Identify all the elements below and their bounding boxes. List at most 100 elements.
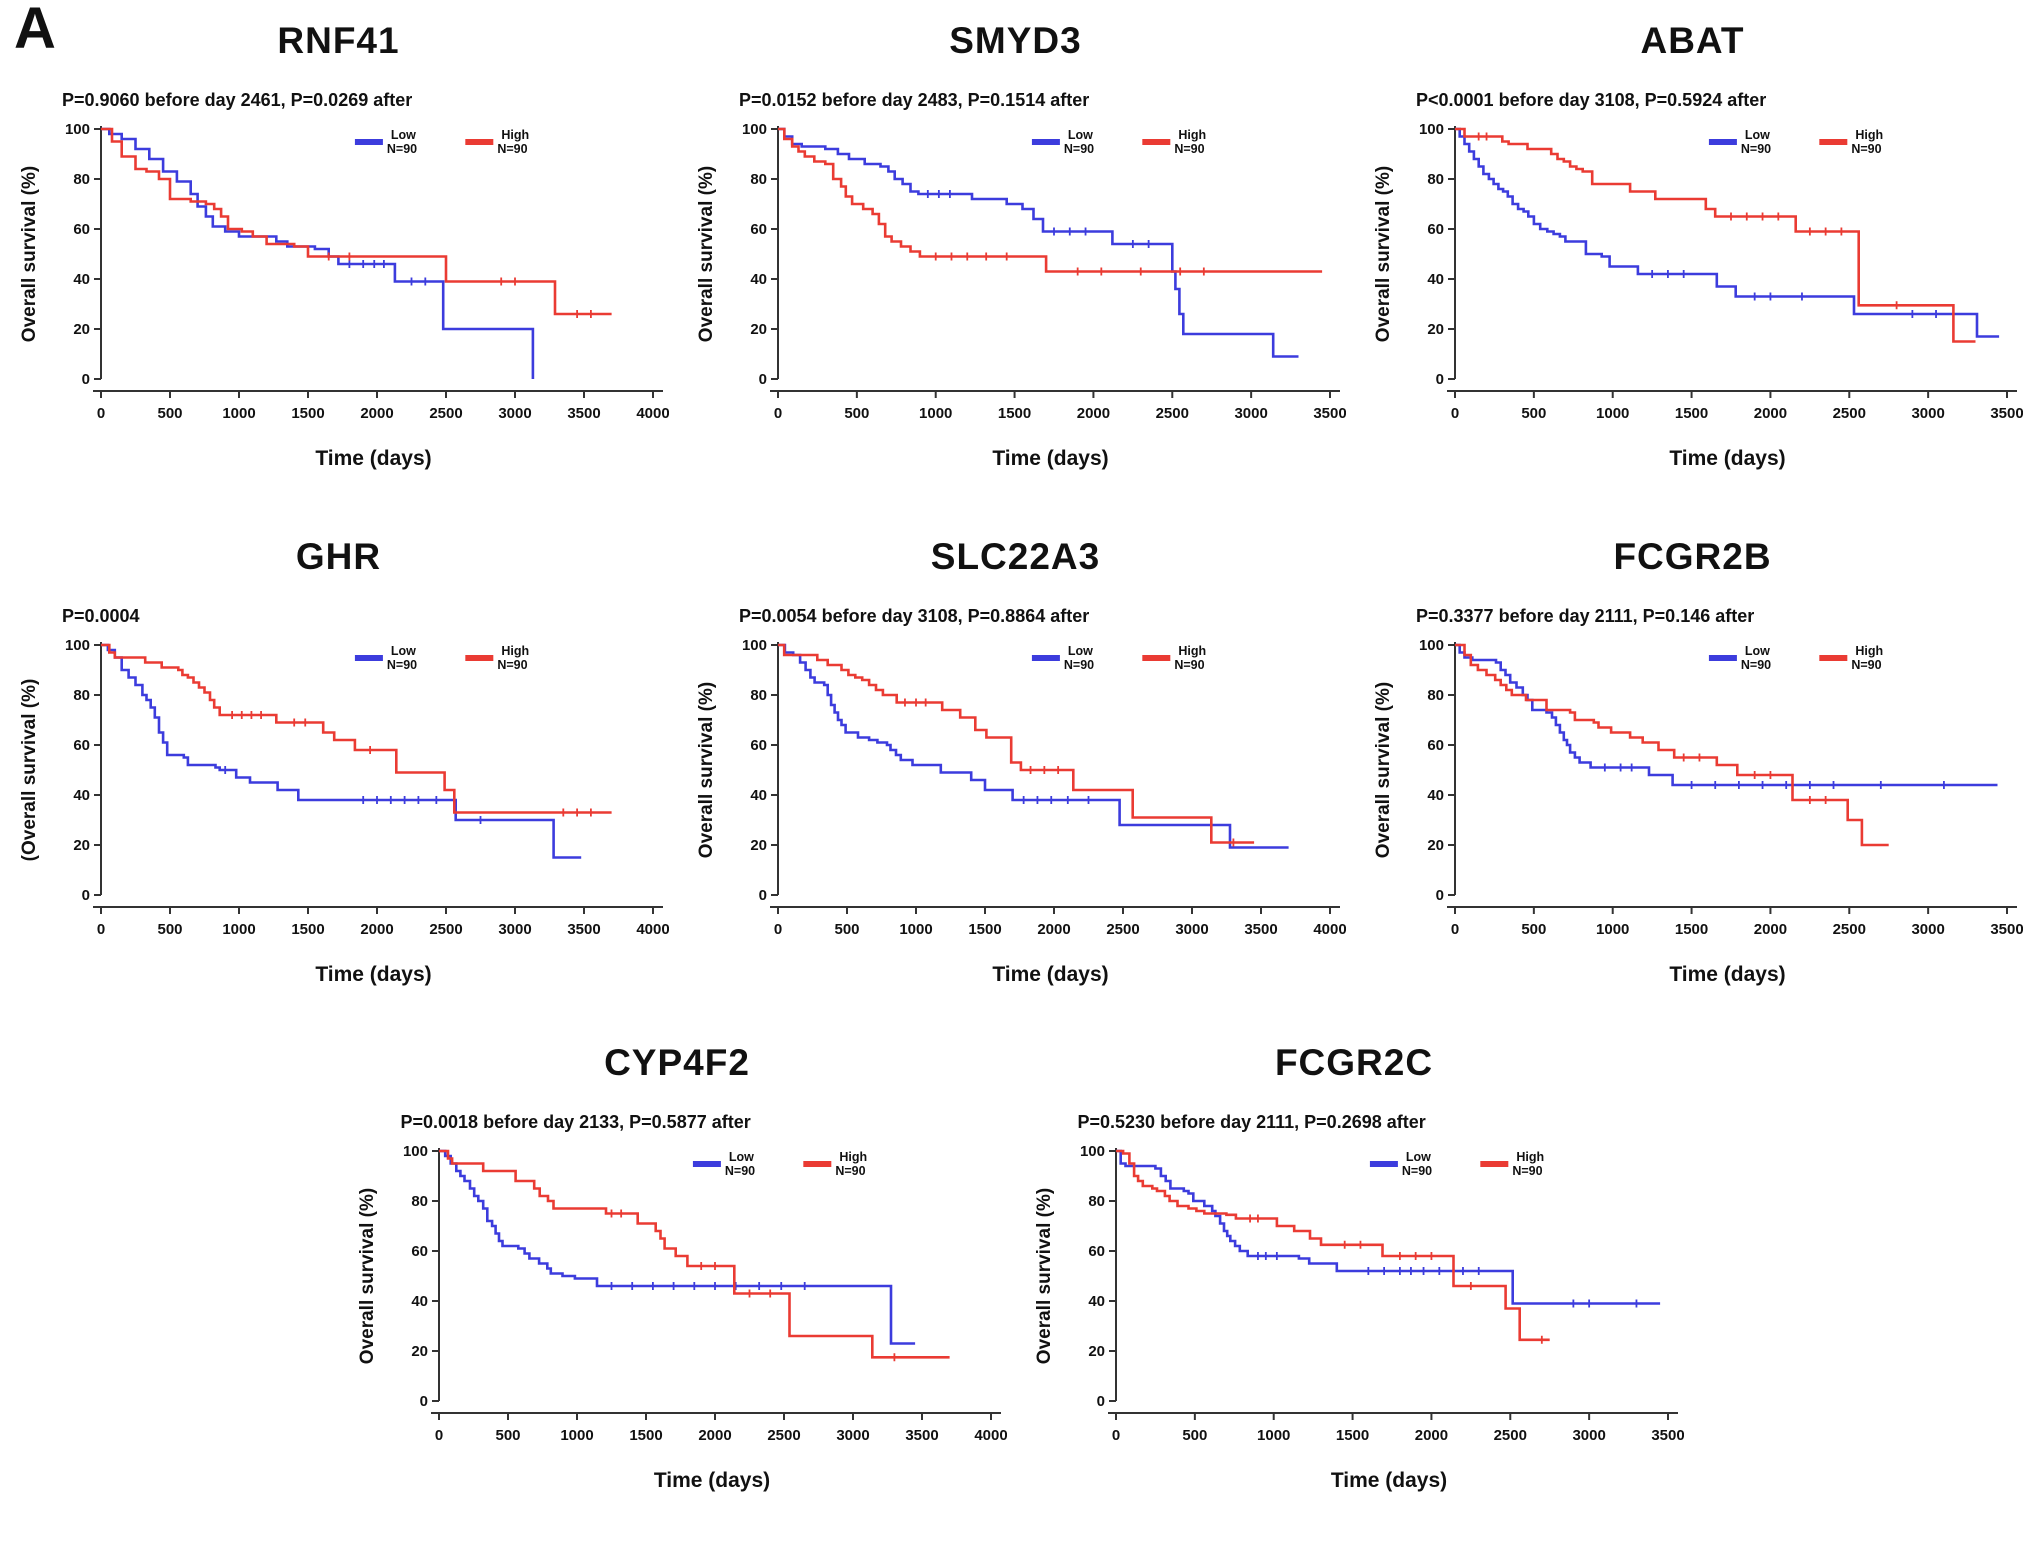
legend-low-n: N=90: [1740, 142, 1770, 156]
x-tick-label: 0: [1450, 405, 1458, 422]
legend-low-n: N=90: [1740, 658, 1770, 672]
y-tick-label: 60: [1427, 221, 1444, 238]
x-axis-label: Time (days): [1669, 963, 1786, 986]
x-tick-label: 3500: [1990, 921, 2023, 938]
km-plot: 0 20 40 60 80 100 Overall survival (%) 0 500 1000…: [1363, 631, 2024, 961]
x-tick-label: 1500: [1674, 405, 1707, 422]
x-tick-label: 1000: [1596, 405, 1629, 422]
x-tick-label: 1000: [919, 405, 952, 422]
survival-panel-ghr: GHR P=0.0004 0 20 40 60 80 100 (Overall surviv…: [0, 516, 677, 1032]
curve-high: [1454, 127, 1975, 343]
x-tick-label: 1500: [968, 921, 1001, 938]
km-plot: 0 20 40 60 80 100 Overall survival (%) 0 500 1000…: [1024, 1137, 1685, 1467]
x-tick-label: 3500: [1651, 1427, 1684, 1444]
x-tick-label: 500: [157, 405, 182, 422]
pvalue-text: P=0.0054 before day 3108, P=0.8864 after: [739, 606, 1090, 626]
km-plot: 0 20 40 60 80 100 Overall survival (%) 0 500 1000…: [347, 1137, 1008, 1467]
y-tick-label: 100: [741, 121, 766, 138]
y-tick-label: 100: [64, 121, 89, 138]
x-tick-label: 1500: [629, 1427, 662, 1444]
y-tick-label: 60: [750, 221, 767, 238]
pvalue-text: P<0.0001 before day 3108, P=0.5924 after: [1416, 90, 1767, 110]
legend-low-n: N=90: [1402, 1164, 1432, 1178]
km-svg: 0 20 40 60 80 100 (Overall survival (%) 0 500 100…: [19, 637, 670, 938]
panel-title: FCGR2B: [1613, 536, 1772, 577]
legend-high-label: High: [1178, 128, 1206, 142]
x-tick-label: 1500: [1336, 1427, 1369, 1444]
x-tick-label: 2000: [698, 1427, 731, 1444]
y-tick-label: 0: [1435, 887, 1443, 904]
km-svg: 0 20 40 60 80 100 Overall survival (%) 0 500 1000…: [1373, 121, 2024, 422]
x-tick-label: 2500: [429, 405, 462, 422]
survival-panel-fcgr2b: FCGR2B P=0.3377 before day 2111, P=0.146…: [1354, 516, 2031, 1032]
y-tick-label: 100: [1418, 121, 1443, 138]
panel-title: SLC22A3: [930, 536, 1101, 577]
legend-high-n: N=90: [497, 142, 527, 156]
legend-high-label: High: [839, 1150, 867, 1164]
km-svg: 0 20 40 60 80 100 Overall survival (%) 0 500 1000…: [357, 1143, 1008, 1444]
legend-low-label: Low: [390, 128, 415, 142]
survival-panel-smyd3: SMYD3 P=0.0152 before day 2483, P=0.1514…: [677, 0, 1354, 516]
y-tick-label: 40: [1427, 787, 1444, 804]
figure-label: A: [14, 0, 56, 61]
y-axis-label: Overall survival (%): [1373, 682, 1394, 858]
legend-high-n: N=90: [1174, 658, 1204, 672]
pvalue-text: P=0.3377 before day 2111, P=0.146 after: [1416, 606, 1755, 626]
x-tick-label: 3500: [905, 1427, 938, 1444]
x-tick-label: 0: [773, 921, 781, 938]
x-tick-label: 2000: [360, 405, 393, 422]
y-axis-label: Overall survival (%): [1034, 1188, 1055, 1364]
legend-low-n: N=90: [1063, 658, 1093, 672]
x-tick-label: 3000: [1175, 921, 1208, 938]
x-tick-label: 1500: [291, 921, 324, 938]
y-tick-label: 0: [81, 371, 89, 388]
km-plot: 0 20 40 60 80 100 Overall survival (%) 0 500 1000…: [1363, 115, 2024, 445]
y-tick-label: 100: [1418, 637, 1443, 654]
x-tick-label: 3000: [498, 921, 531, 938]
x-tick-label: 3500: [1313, 405, 1346, 422]
y-tick-label: 100: [64, 637, 89, 654]
x-tick-label: 3000: [1911, 921, 1944, 938]
survival-panel-fcgr2c: FCGR2C P=0.5230 before day 2111, P=0.269…: [1016, 1032, 1693, 1532]
x-tick-label: 0: [96, 405, 104, 422]
x-tick-label: 2500: [1106, 921, 1139, 938]
curve-high: [777, 127, 1322, 273]
x-tick-label: 2000: [1753, 405, 1786, 422]
pvalue-text: P=0.0018 before day 2133, P=0.5877 after: [400, 1112, 751, 1132]
survival-panel-slc22a3: SLC22A3 P=0.0054 before day 3108, P=0.88…: [677, 516, 1354, 1032]
legend-high-n: N=90: [1174, 142, 1204, 156]
y-tick-label: 40: [73, 271, 90, 288]
legend-high-label: High: [1516, 1150, 1544, 1164]
x-axis-label: Time (days): [992, 447, 1109, 470]
curve-high: [100, 643, 612, 814]
y-tick-label: 20: [73, 321, 90, 338]
x-tick-label: 3000: [1911, 405, 1944, 422]
x-tick-label: 0: [1112, 1427, 1120, 1444]
legend-low-n: N=90: [386, 658, 416, 672]
y-tick-label: 80: [1427, 687, 1444, 704]
legend-high-label: High: [1178, 644, 1206, 658]
x-tick-label: 1000: [1596, 921, 1629, 938]
km-svg: 0 20 40 60 80 100 Overall survival (%) 0 500 1000…: [696, 637, 1347, 938]
x-tick-label: 2500: [767, 1427, 800, 1444]
y-tick-label: 40: [1427, 271, 1444, 288]
y-tick-label: 60: [411, 1243, 428, 1260]
x-tick-label: 500: [157, 921, 182, 938]
curve-high: [1116, 1149, 1550, 1342]
y-tick-label: 60: [750, 737, 767, 754]
x-tick-label: 2000: [1415, 1427, 1448, 1444]
curve-low: [100, 643, 581, 859]
y-tick-label: 20: [411, 1343, 428, 1360]
x-tick-label: 2000: [1076, 405, 1109, 422]
km-plot: 0 20 40 60 80 100 Overall survival (%) 0 500 1000…: [9, 115, 670, 445]
curve-low: [777, 643, 1289, 849]
y-tick-label: 0: [1435, 371, 1443, 388]
legend-low-label: Low: [1744, 128, 1769, 142]
y-tick-label: 80: [750, 687, 767, 704]
x-tick-label: 2000: [1753, 921, 1786, 938]
x-tick-label: 500: [1521, 405, 1546, 422]
x-tick-label: 0: [435, 1427, 443, 1444]
legend-high-n: N=90: [497, 658, 527, 672]
